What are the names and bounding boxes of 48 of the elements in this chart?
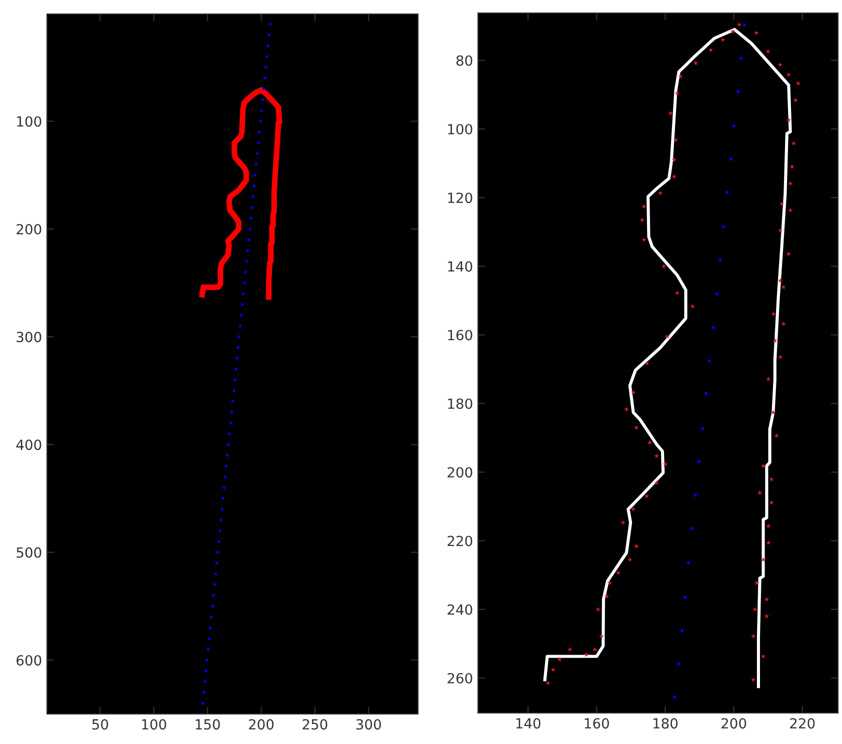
y-tick-label: 200 <box>16 224 42 234</box>
point <box>708 359 711 362</box>
point <box>712 326 716 330</box>
y-tick-label: 80 <box>456 55 472 66</box>
point <box>677 662 680 666</box>
point <box>742 23 746 27</box>
x-tick-label: 200 <box>248 719 274 730</box>
x-tick-label: 180 <box>653 718 678 729</box>
point <box>729 158 733 161</box>
point <box>694 494 697 497</box>
point <box>725 190 728 194</box>
y-tick-label: 100 <box>17 116 42 127</box>
y-tick-label: 600 <box>16 655 42 666</box>
y-tick-label: 120 <box>448 192 472 204</box>
y-tick-label: 240 <box>448 604 472 615</box>
x-tick-label: 200 <box>722 718 746 729</box>
y-tick-label: 500 <box>16 547 42 558</box>
point <box>732 124 736 128</box>
x-tick-label: 150 <box>196 719 220 730</box>
y-tick-label: 260 <box>448 672 472 684</box>
point <box>684 596 687 599</box>
x-tick-label: 160 <box>584 718 609 729</box>
x-tick-label: 140 <box>516 718 540 729</box>
point <box>690 527 694 530</box>
point <box>718 258 722 262</box>
y-tick-label: 140 <box>448 261 472 272</box>
y-tick-label: 400 <box>16 440 42 450</box>
point <box>698 460 701 464</box>
y-tick-label: 100 <box>448 124 472 134</box>
y-tick-label: 220 <box>448 536 472 546</box>
point <box>704 392 708 396</box>
point <box>722 225 726 228</box>
y-tick-label: 180 <box>448 398 472 409</box>
point <box>736 90 740 94</box>
x-tick-label: 50 <box>92 719 108 730</box>
y-tick-label: 160 <box>448 330 472 340</box>
x-tick-label: 250 <box>302 719 328 730</box>
point <box>686 561 690 564</box>
y-tick-label: 300 <box>16 332 42 342</box>
x-tick-label: 100 <box>142 719 166 730</box>
x-tick-label: 300 <box>356 719 381 730</box>
point <box>672 696 676 699</box>
y-tick-label: 200 <box>448 467 472 478</box>
point <box>680 629 684 632</box>
point <box>715 292 719 296</box>
point <box>701 426 704 430</box>
x-tick-label: 220 <box>790 718 815 729</box>
point <box>739 56 743 60</box>
